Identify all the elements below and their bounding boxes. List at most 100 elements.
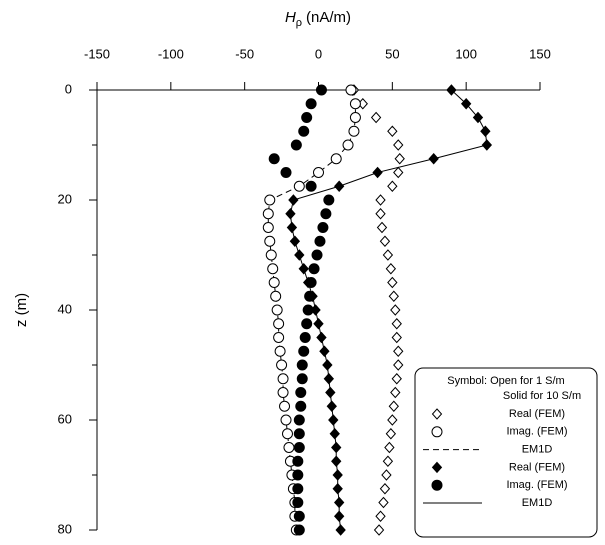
circle-marker: [293, 428, 305, 440]
circle-marker: [283, 442, 295, 453]
circle-marker: [281, 428, 293, 440]
circle-marker: [292, 483, 304, 495]
circle-marker: [342, 139, 354, 151]
circle-marker: [330, 153, 342, 165]
circle-marker: [317, 222, 329, 233]
y-axis-title: z (m): [13, 293, 30, 327]
diamond-marker: [446, 84, 457, 96]
x-axis-title: Hρ (nA/m): [285, 9, 351, 29]
legend-note: Solid for 10 S/m: [503, 390, 581, 402]
x-tick-label: 0: [315, 46, 322, 61]
diamond-marker: [331, 455, 342, 467]
diamond-marker: [370, 111, 382, 124]
x-tick-label: -100: [158, 46, 184, 61]
diamond-marker: [460, 98, 472, 110]
diamond-marker: [391, 373, 402, 385]
diamond-marker: [379, 483, 391, 495]
diamond-marker: [334, 496, 345, 509]
diamond-marker: [313, 318, 324, 330]
diamond-marker: [335, 524, 346, 536]
circle-marker: [292, 455, 304, 467]
circle-marker: [293, 180, 305, 192]
circle-marker: [277, 373, 289, 385]
circle-marker: [296, 359, 308, 371]
diamond-marker: [431, 461, 443, 474]
circle-marker: [264, 235, 276, 247]
circle-marker: [274, 345, 286, 357]
diamond-marker: [378, 496, 389, 509]
circle-marker: [293, 442, 305, 453]
circle-marker: [276, 359, 288, 371]
circle-marker: [293, 510, 305, 522]
diamond-marker: [388, 400, 399, 412]
diamond-marker: [379, 235, 391, 247]
diamond-marker: [289, 235, 301, 247]
diamond-marker: [394, 153, 405, 165]
y-tick-label: 40: [58, 301, 72, 316]
circle-marker: [280, 414, 292, 426]
diamond-marker: [372, 166, 383, 179]
circle-marker: [304, 290, 316, 302]
circle-marker: [311, 249, 323, 261]
diamond-marker: [384, 441, 395, 454]
diamond-marker: [382, 455, 394, 467]
diamond-marker: [387, 180, 398, 192]
circle-marker: [348, 125, 360, 137]
legend-label: EM1D: [522, 444, 553, 456]
circle-marker: [345, 84, 357, 96]
circle-marker: [295, 387, 307, 398]
diamond-marker: [387, 414, 398, 426]
circle-marker: [293, 414, 305, 426]
y-tick-label: 0: [65, 81, 72, 96]
circle-marker: [267, 263, 279, 275]
circle-marker: [262, 208, 274, 220]
circle-marker: [299, 332, 311, 343]
diamond-marker: [390, 304, 401, 316]
legend-note: Symbol: Open for 1 S/m: [447, 375, 564, 387]
x-unit: (nA/m): [306, 9, 351, 26]
diamond-marker: [387, 276, 398, 289]
x-tick-label: 100: [455, 46, 477, 61]
circle-marker: [295, 400, 307, 412]
legend-label: Imag. (FEM): [506, 426, 567, 438]
diamond-marker: [323, 373, 335, 385]
circle-marker: [293, 524, 305, 536]
diamond-marker: [381, 469, 392, 481]
diamond-marker: [481, 139, 493, 151]
circle-marker: [292, 497, 304, 508]
circle-marker: [305, 180, 317, 192]
circle-marker: [431, 479, 443, 491]
diamond-marker: [332, 483, 343, 495]
circle-marker: [270, 290, 282, 302]
legend-box: [414, 367, 598, 538]
circle-marker: [264, 194, 276, 206]
legend-label: Real (FEM): [509, 408, 565, 420]
circle-marker: [313, 167, 324, 178]
diamond-marker: [385, 428, 397, 440]
diamond-marker: [334, 180, 345, 192]
y-tick-label: 60: [58, 411, 72, 426]
diamond-marker: [319, 345, 330, 357]
diamond-marker: [428, 153, 439, 165]
circle-marker: [273, 318, 285, 330]
x-tick-label: 50: [385, 46, 399, 61]
circle-marker: [279, 400, 291, 412]
circle-marker: [262, 222, 274, 233]
circle-marker: [273, 332, 285, 343]
diamond-marker: [382, 249, 394, 261]
circle-marker: [305, 98, 317, 110]
diamond-marker: [390, 386, 401, 399]
diamond-marker: [375, 194, 386, 206]
x-tick-label: -50: [235, 46, 254, 61]
legend-label: EM1D: [522, 497, 553, 509]
diamond-marker: [294, 249, 305, 261]
diamond-marker: [431, 408, 443, 420]
diamond-marker: [326, 400, 337, 412]
legend-label: Imag. (FEM): [506, 479, 567, 491]
diamond-marker: [375, 208, 386, 220]
circle-marker: [320, 208, 332, 220]
circle-marker: [305, 277, 317, 288]
x-subscript: ρ: [296, 17, 302, 29]
circle-marker: [271, 304, 283, 316]
